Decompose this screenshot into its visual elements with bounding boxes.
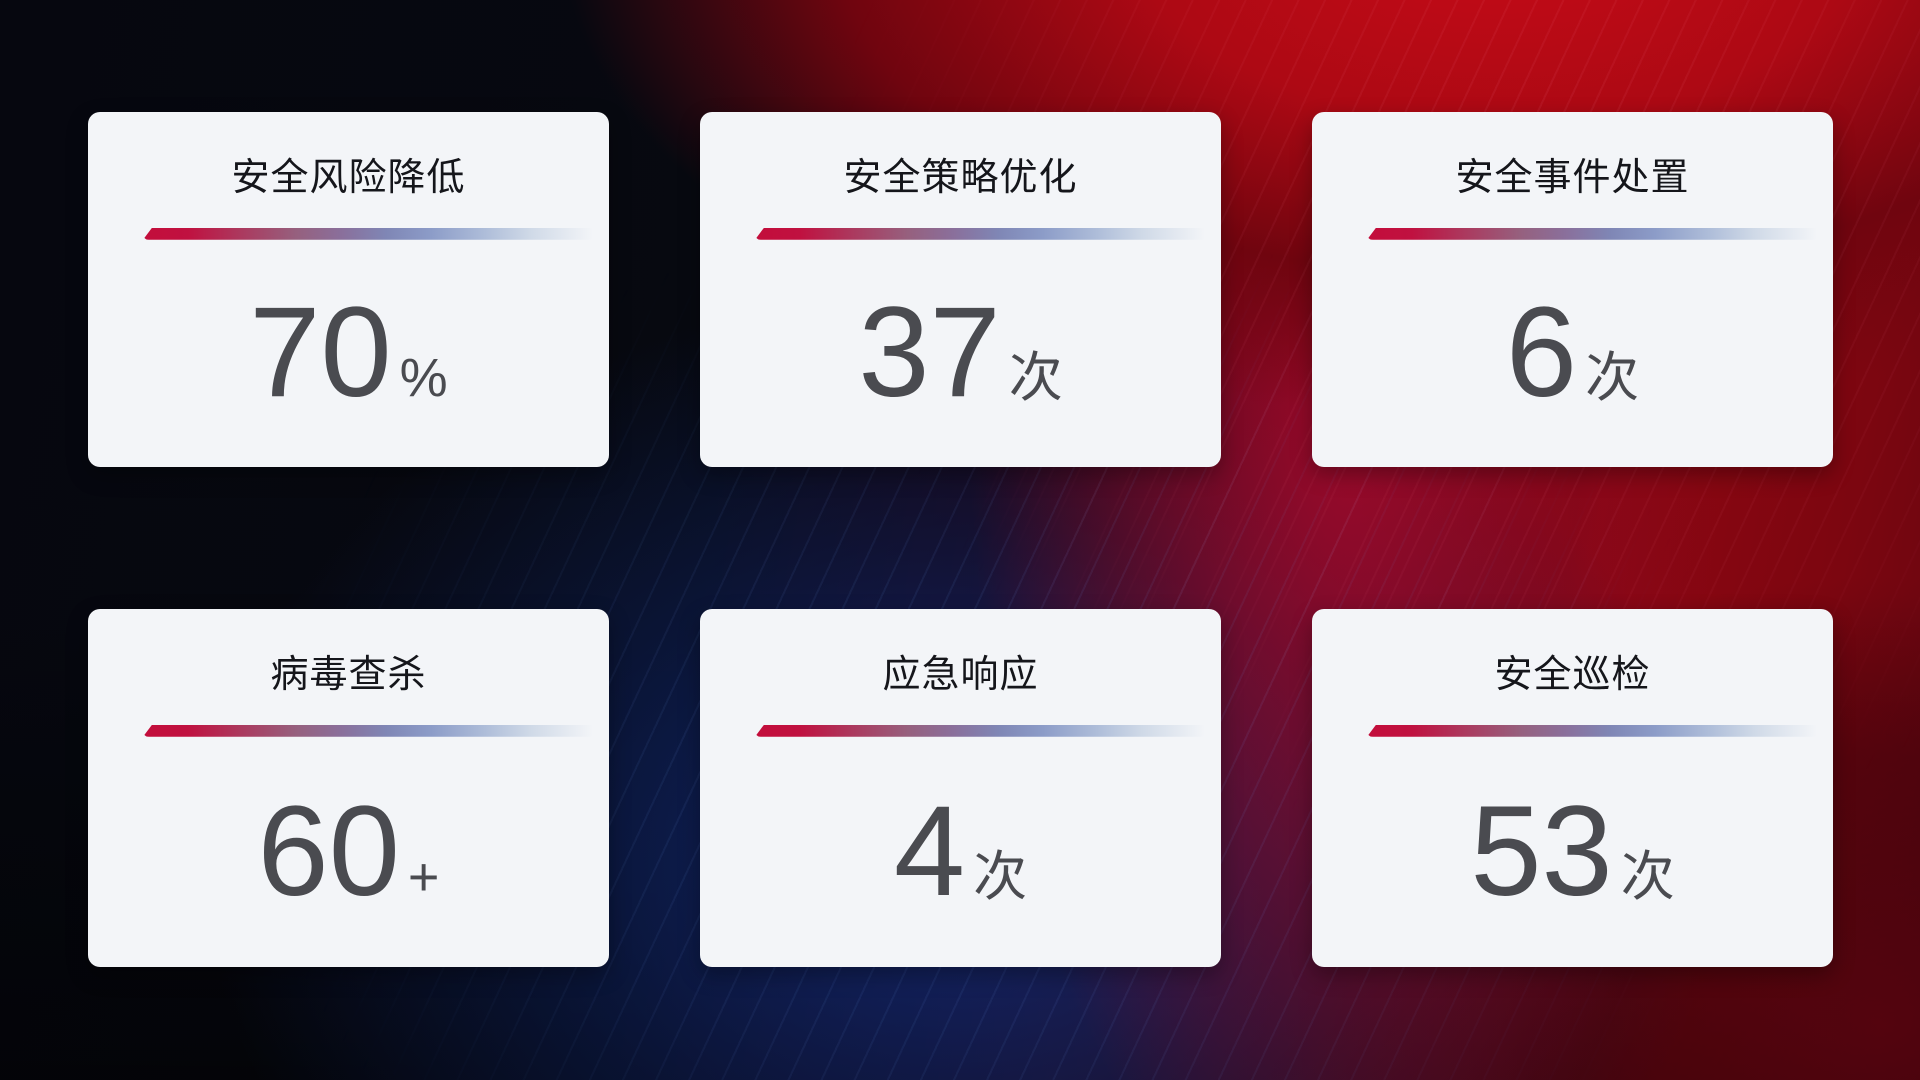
stat-card-title: 安全巡检 [1494,654,1651,696]
stat-value: 53 [1470,779,1613,923]
stat-unit: 次 [973,846,1028,907]
stat-value: 70 [249,281,392,425]
stat-card-title: 应急响应 [882,654,1039,696]
stat-card-policy-optimization: 安全策略优化 37 次 [700,112,1221,467]
stat-card-divider [143,724,593,737]
stat-card-incident-handling: 安全事件处置 6 次 [1312,112,1833,467]
stat-card-virus-scan: 病毒查杀 60 + [88,609,609,967]
stat-unit: 次 [1585,348,1640,409]
stat-card-value-group: 4 次 [893,779,1028,923]
stat-card-risk-reduction: 安全风险降低 70 % [88,112,609,467]
stat-value: 6 [1505,281,1578,425]
stat-card-value-row: 53 次 [1312,737,1833,967]
stat-value: 4 [893,779,966,923]
stat-card-divider [1367,724,1817,737]
stat-unit: 次 [1620,846,1675,907]
stat-value: 60 [257,779,400,923]
stat-card-grid: 安全风险降低 70 % 安全策略优化 37 次 安全事件处置 [88,112,1833,967]
stat-card-divider [755,724,1205,737]
stat-card-value-group: 70 % [249,289,447,417]
stat-card-value-group: 53 次 [1470,779,1675,923]
stat-value: 37 [858,281,1001,425]
stat-card-title: 安全风险降低 [231,157,466,199]
stat-card-value-row: 37 次 [700,240,1221,467]
stat-card-value-row: 6 次 [1312,240,1833,467]
stat-card-title: 病毒查杀 [270,654,427,696]
stat-card-value-row: 70 % [88,240,609,467]
stat-card-value-group: 37 次 [858,289,1062,417]
stat-card-title: 安全事件处置 [1455,157,1690,199]
stat-unit: % [399,348,448,409]
stat-card-value-group: 6 次 [1506,289,1639,417]
stat-card-value-row: 4 次 [700,737,1221,967]
stat-card-divider [1367,227,1817,240]
stat-unit: + [407,846,440,907]
stat-card-value-group: 60 + [257,779,440,923]
stat-card-title: 安全策略优化 [843,157,1078,199]
stat-unit: 次 [1008,348,1063,409]
stat-card-emergency-response: 应急响应 4 次 [700,609,1221,967]
stat-card-divider [143,227,593,240]
stat-card-divider [755,227,1205,240]
stat-card-security-inspection: 安全巡检 53 次 [1312,609,1833,967]
stat-card-value-row: 60 + [88,737,609,967]
